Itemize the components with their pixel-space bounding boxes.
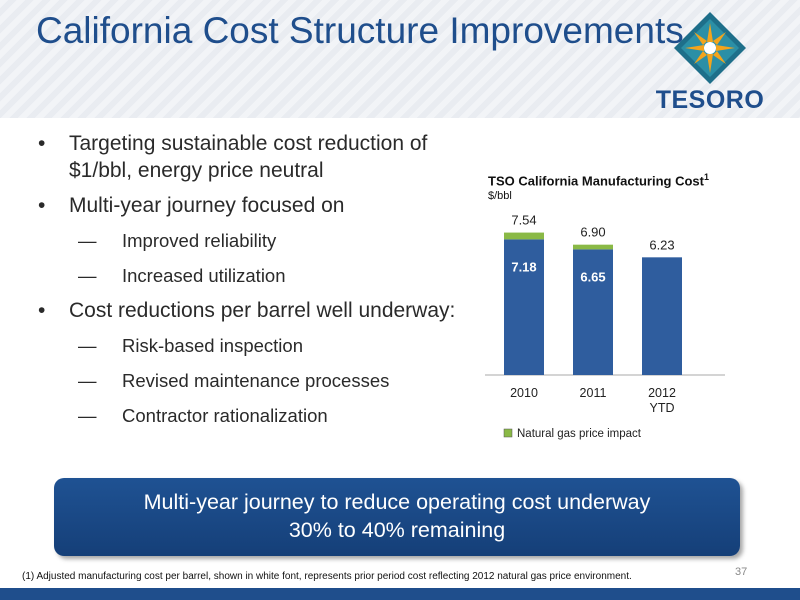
bullet-icon: • [38,299,46,322]
inner-value-label: 7.18 [511,259,536,274]
total-label: 6.90 [580,225,605,240]
summary-banner: Multi-year journey to reduce operating c… [54,478,740,556]
bar-base [642,257,682,375]
chart-title-footnote-mark: 1 [703,172,709,182]
legend-label: Natural gas price impact [517,428,642,440]
bullet-icon: • [38,194,46,217]
sub-bullet-item: — Contractor rationalization [36,402,456,429]
sub-bullet-text: Risk-based inspection [122,335,303,356]
bullet-text: Targeting sustainable cost reduction of … [69,132,428,182]
logo-wordmark: TESORO [655,86,765,114]
bullet-text: Cost reductions per barrel well underway… [69,299,456,322]
bullet-icon: • [38,132,46,155]
page-number: 37 [735,566,748,578]
dash-icon: — [78,370,97,391]
sub-bullet-item: — Revised maintenance processes [36,367,456,394]
banner-line-1: Multi-year journey to reduce operating c… [143,490,651,514]
dash-icon: — [78,265,97,286]
banner-line-2: 30% to 40% remaining [288,518,506,542]
total-label: 7.54 [511,213,536,228]
bar-natural-gas-impact [573,244,613,250]
sub-bullet-item: — Improved reliability [36,227,456,254]
legend-swatch [503,428,513,438]
bullet-item: • Multi-year journey focused on [36,192,456,219]
sub-bullet-text: Contractor rationalization [122,405,328,426]
sub-bullet-item: — Increased utilization [36,262,456,289]
x-tick-label: YTD [650,401,675,415]
bullet-item: • Cost reductions per barrel well underw… [36,297,456,324]
bar-base [504,239,544,375]
bullet-text: Multi-year journey focused on [69,194,345,217]
sub-bullet-item: — Risk-based inspection [36,332,456,359]
chart-title: TSO California Manufacturing Cost1 [488,172,709,189]
total-label: 6.23 [649,237,674,252]
bar-base [573,249,613,375]
footnote: (1) Adjusted manufacturing cost per barr… [22,571,632,582]
sub-bullet-text: Improved reliability [122,230,277,251]
inner-value-label: 6.65 [580,269,605,284]
dash-icon: — [78,335,97,356]
slide-title: California Cost Structure Improvements [36,10,684,51]
sub-bullet-text: Revised maintenance processes [122,370,390,391]
tesoro-logo-icon [674,12,746,84]
bullet-list: • Targeting sustainable cost reduction o… [36,130,456,437]
bullet-item: • Targeting sustainable cost reduction o… [36,130,456,184]
x-tick-label: 2012 [648,386,676,400]
x-tick-label: 2010 [510,386,538,400]
dash-icon: — [78,405,97,426]
bar-natural-gas-impact [504,232,544,240]
bottom-bar [0,588,800,600]
sub-bullet-text: Increased utilization [122,265,286,286]
dash-icon: — [78,230,97,251]
header-band [0,0,800,118]
chart-unit: $/bbl [488,190,512,202]
x-tick-label: 2011 [580,386,607,400]
